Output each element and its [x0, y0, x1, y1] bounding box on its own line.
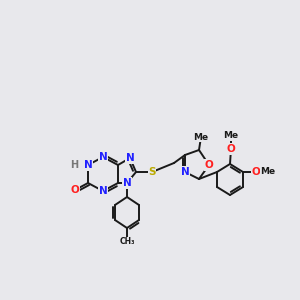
- Text: Me: Me: [194, 133, 208, 142]
- Text: Me: Me: [224, 131, 238, 140]
- Text: N: N: [126, 153, 134, 163]
- Text: S: S: [148, 167, 156, 177]
- Text: N: N: [84, 160, 92, 170]
- Text: N: N: [99, 186, 107, 196]
- Text: N: N: [99, 152, 107, 162]
- Text: H: H: [70, 160, 78, 170]
- Text: O: O: [252, 167, 260, 177]
- Text: N: N: [181, 167, 189, 177]
- Text: Me: Me: [260, 167, 276, 176]
- Text: O: O: [70, 185, 80, 195]
- Text: O: O: [205, 160, 213, 170]
- Text: O: O: [226, 144, 236, 154]
- Text: N: N: [123, 178, 131, 188]
- Text: CH₃: CH₃: [119, 238, 135, 247]
